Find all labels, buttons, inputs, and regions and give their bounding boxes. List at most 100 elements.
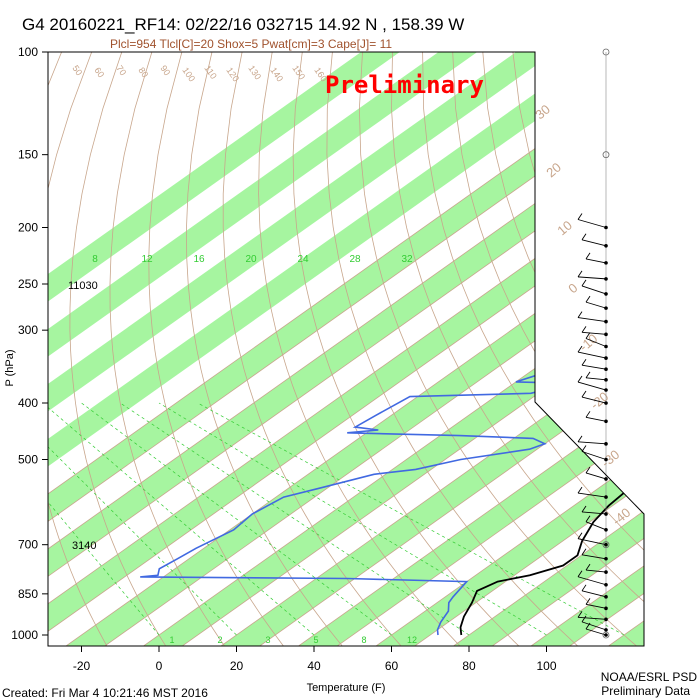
shading-band — [48, 52, 644, 646]
wind-barb — [581, 511, 607, 515]
wind-barb-flag — [585, 598, 591, 605]
isotherm — [296, 52, 644, 646]
isotherm — [48, 52, 644, 646]
mixing-ratio-label: 16 — [193, 254, 205, 265]
height-label: 11030 — [68, 280, 98, 292]
isotherm-labels: 50 60 70 80 90 100 110 120 130 140 150 160 — [70, 63, 329, 83]
wind-barb-flag — [581, 358, 587, 366]
shading-band — [48, 52, 400, 646]
wind-barb — [585, 472, 607, 480]
isotherm — [684, 52, 700, 647]
y-tick-label: 850 — [18, 587, 38, 601]
wind-barb-flag — [585, 252, 591, 260]
wind-barb — [585, 258, 607, 264]
wind-barb-flag — [585, 563, 591, 571]
x-tick-label: 40 — [307, 659, 321, 673]
wind-barb — [581, 285, 607, 295]
wind-barb — [577, 317, 607, 323]
x-tick-label: -20 — [73, 659, 91, 673]
mixing-ratio-label: 8 — [361, 635, 366, 645]
x-tick-label: 80 — [462, 659, 476, 673]
mixing-ratio-label: 5 — [313, 635, 318, 645]
wind-barb-flag — [581, 279, 587, 287]
adiabat-label: 10 — [554, 218, 575, 239]
y-tick-label: 300 — [18, 323, 38, 337]
dry-adiabat — [48, 52, 109, 646]
wind-barb-flag — [581, 584, 587, 592]
mixing-ratio-label: 32 — [401, 254, 413, 265]
mixing-ratio-line — [120, 402, 470, 636]
wind-barb-flag — [581, 615, 587, 623]
isotherm-label: 110 — [202, 63, 218, 80]
y-tick-label: 250 — [18, 277, 38, 291]
height-label: 3140 — [72, 540, 96, 552]
preliminary-watermark: Preliminary — [325, 71, 484, 99]
isotherm-label: 80 — [136, 65, 150, 79]
isotherm — [48, 52, 644, 646]
shading-band — [219, 52, 644, 646]
wind-barb-flag — [577, 611, 583, 618]
adiabat-label: 0 — [565, 280, 580, 296]
y-tick-label: 100 — [18, 45, 38, 59]
wind-barb — [585, 377, 607, 381]
wind-barb-station — [604, 495, 608, 499]
isotherm — [645, 52, 700, 647]
isotherm-label: 130 — [246, 63, 263, 81]
mixing-ratio-labels: 8 12 16 20 24 28 321 2 3 5 8 12 — [92, 254, 417, 645]
wind-barb — [577, 538, 607, 546]
y-tick-label: 400 — [18, 396, 38, 410]
dry-adiabat — [391, 52, 644, 646]
wind-barb — [581, 364, 607, 370]
wind-barb — [585, 603, 607, 609]
mixing-ratio-label: 12 — [141, 254, 153, 265]
height-labels: 11030 3140 — [68, 280, 98, 552]
wind-barb — [585, 628, 607, 636]
isotherm-label: 70 — [114, 63, 128, 77]
wind-barb — [581, 239, 607, 247]
wind-barb — [577, 441, 607, 445]
x-tick-label: 100 — [536, 659, 556, 673]
shading-band — [64, 52, 644, 646]
wind-barb-flag — [577, 213, 583, 220]
wind-barb-station — [604, 442, 608, 446]
isotherm — [490, 52, 644, 646]
adiabat-label: -20 — [587, 389, 611, 413]
wind-barb-flag — [577, 345, 583, 353]
wind-barb-station — [604, 277, 608, 281]
wind-barb — [585, 416, 607, 422]
wind-barb — [585, 521, 607, 531]
dry-adiabat — [109, 52, 226, 646]
y-tick-label: 200 — [18, 221, 38, 235]
background-bands — [48, 52, 644, 646]
wind-barb — [581, 621, 607, 631]
dry-adiabat — [258, 52, 462, 646]
mixing-ratio-line — [81, 402, 392, 636]
wind-barb-flag — [577, 375, 583, 383]
shading-band — [48, 52, 644, 646]
y-tick-label: 1000 — [11, 628, 38, 642]
wind-barbs — [577, 48, 610, 639]
shading-band — [48, 52, 633, 646]
wind-barb-flag — [577, 270, 583, 278]
wind-barb-station — [604, 477, 608, 481]
wind-barb-station — [604, 388, 608, 392]
isotherm — [451, 52, 644, 646]
mixing-ratio-line — [197, 402, 625, 636]
wind-barb-flag — [577, 486, 583, 494]
wind-barb — [577, 351, 607, 359]
wind-barb-station — [604, 292, 608, 296]
wind-barb-flag — [577, 532, 583, 539]
wind-barb-flag — [581, 233, 587, 241]
wind-barb-flag — [585, 466, 591, 474]
shading-band — [48, 52, 478, 646]
wind-barb — [581, 590, 607, 598]
wind-barb — [577, 492, 607, 498]
wind-barb-flag — [577, 570, 583, 578]
mixing-ratio-label: 3 — [265, 635, 270, 645]
adiabat-label: 20 — [543, 160, 564, 181]
wind-barb — [577, 381, 607, 391]
dry-adiabat — [292, 52, 521, 646]
shading-band — [606, 52, 644, 646]
wind-barb — [585, 301, 607, 309]
y-tick-label: 150 — [18, 148, 38, 162]
